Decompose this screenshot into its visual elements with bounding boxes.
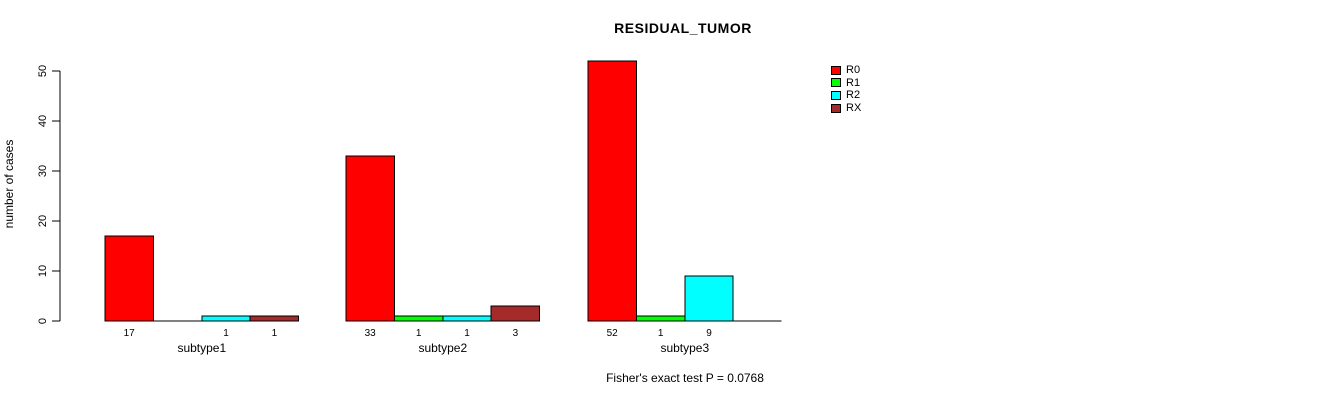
x-category-label-subtype3: subtype3 [660,341,709,355]
legend-swatch-r2-icon [831,90,841,100]
bar-rx-subtype1 [249,315,300,322]
legend-label-r2: R2 [846,89,861,102]
x-category-label-subtype2: subtype2 [418,341,467,355]
bar-r1-subtype2 [393,315,444,322]
bar-value-label: 3 [513,328,519,339]
y-tick-label: 20 [37,215,49,227]
bar-r2-subtype2 [442,315,492,322]
bar-rx-subtype2 [490,305,541,322]
bar-value-label: 33 [365,328,377,339]
bar-value-label: 1 [658,328,664,339]
x-category-label-subtype1: subtype1 [177,341,226,355]
fisher-test-annotation: Fisher's exact test P = 0.0768 [606,371,764,385]
legend-swatch-rx-icon [831,103,841,113]
y-tick-label: 30 [37,165,49,177]
legend-label-r1: R1 [846,76,861,89]
bar-value-label: 1 [223,328,229,339]
bar-r1-subtype3 [635,315,686,322]
bar-r0-subtype1 [104,235,154,322]
legend-item-r1: R1 [831,77,861,90]
bar-r0-subtype2 [345,155,395,322]
bar-r2-subtype3 [684,275,734,322]
legend-swatch-r1-icon [831,78,841,88]
legend-label-r0: R0 [846,64,861,77]
bar-value-label: 52 [607,328,619,339]
bar-r0-subtype3 [587,60,637,322]
legend: R0 R1 R2 RX [831,64,861,114]
bar-value-label: 1 [272,328,278,339]
y-tick-label: 10 [37,265,49,277]
bar-value-label: 17 [124,328,136,339]
legend-item-rx: RX [831,102,861,115]
bar-value-label: 9 [706,328,712,339]
legend-swatch-r0-icon [831,65,841,75]
bar-r2-subtype1 [201,315,251,322]
y-tick-label: 50 [37,65,49,77]
bar-value-label: 1 [416,328,422,339]
legend-item-r2: R2 [831,89,861,102]
y-tick-label: 40 [37,115,49,127]
legend-item-r0: R0 [831,64,861,77]
bar-value-label: 1 [464,328,470,339]
legend-label-rx: RX [846,102,862,115]
chart-title: RESIDUAL_TUMOR [614,20,752,36]
y-tick-label: 0 [37,318,49,324]
